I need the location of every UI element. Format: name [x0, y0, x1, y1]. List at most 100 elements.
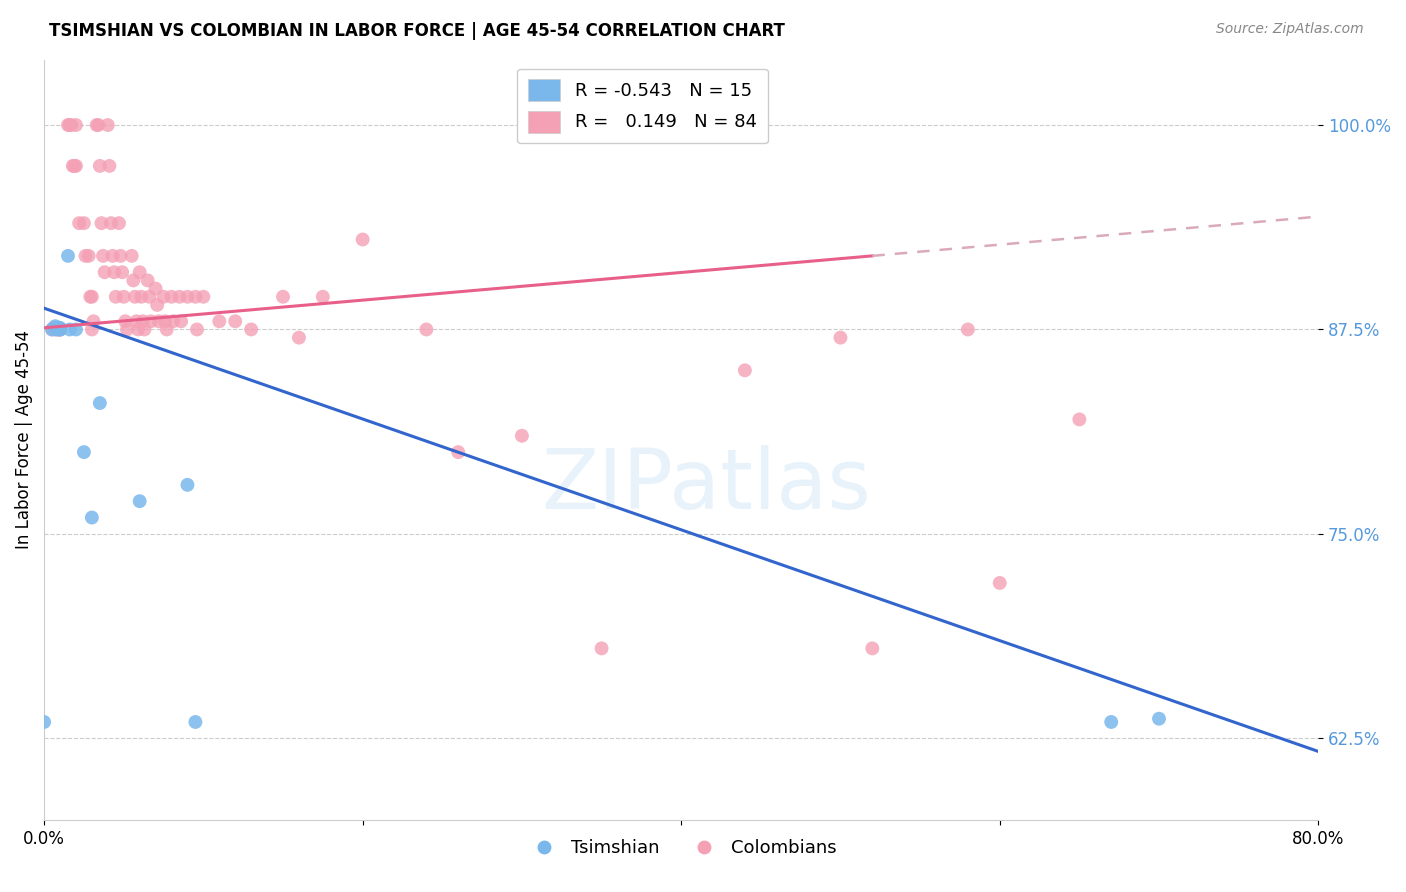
- Point: [42, 321, 65, 335]
- Point: [208, 314, 231, 328]
- Point: [170, 314, 193, 328]
- Point: [956, 322, 979, 336]
- Point: [217, 822, 239, 836]
- Point: [48, 322, 70, 336]
- Point: [45, 322, 67, 336]
- Point: [134, 322, 156, 336]
- Point: [101, 249, 124, 263]
- Point: [112, 290, 135, 304]
- Point: [48, 321, 70, 335]
- Point: [89, 159, 111, 173]
- Point: [184, 290, 207, 304]
- Point: [114, 314, 136, 328]
- Point: [65, 118, 87, 132]
- Point: [591, 641, 613, 656]
- Point: [129, 290, 152, 304]
- Point: [193, 290, 215, 304]
- Point: [352, 233, 374, 247]
- Point: [91, 249, 114, 263]
- Point: [128, 494, 150, 508]
- Point: [160, 290, 183, 304]
- Point: [65, 322, 87, 336]
- Point: [148, 314, 170, 328]
- Point: [41, 322, 63, 336]
- Point: [82, 314, 104, 328]
- Point: [176, 478, 198, 492]
- Point: [56, 249, 79, 263]
- Point: [415, 322, 437, 336]
- Point: [110, 249, 132, 263]
- Point: [312, 290, 335, 304]
- Point: [80, 510, 103, 524]
- Point: [111, 265, 134, 279]
- Point: [86, 118, 108, 132]
- Point: [1069, 412, 1091, 426]
- Point: [60, 118, 83, 132]
- Point: [63, 159, 86, 173]
- Text: ZIPatlas: ZIPatlas: [541, 445, 872, 526]
- Point: [65, 159, 87, 173]
- Point: [49, 322, 72, 336]
- Point: [153, 314, 176, 328]
- Point: [75, 249, 97, 263]
- Point: [49, 321, 72, 335]
- Point: [49, 322, 72, 336]
- Point: [80, 290, 103, 304]
- Point: [44, 319, 66, 334]
- Point: [169, 290, 191, 304]
- Point: [1099, 714, 1122, 729]
- Point: [136, 273, 159, 287]
- Point: [44, 322, 66, 336]
- Point: [162, 314, 184, 328]
- Point: [90, 216, 112, 230]
- Point: [73, 216, 96, 230]
- Point: [176, 290, 198, 304]
- Point: [156, 322, 179, 336]
- Point: [224, 314, 246, 328]
- Point: [1147, 712, 1170, 726]
- Point: [58, 322, 80, 336]
- Point: [58, 118, 80, 132]
- Point: [830, 331, 852, 345]
- Point: [93, 265, 115, 279]
- Point: [127, 322, 149, 336]
- Point: [115, 322, 138, 336]
- Point: [271, 290, 294, 304]
- Point: [103, 265, 125, 279]
- Text: TSIMSHIAN VS COLOMBIAN IN LABOR FORCE | AGE 45-54 CORRELATION CHART: TSIMSHIAN VS COLOMBIAN IN LABOR FORCE | …: [49, 22, 785, 40]
- Point: [104, 290, 127, 304]
- Point: [128, 265, 150, 279]
- Point: [108, 216, 131, 230]
- Point: [139, 314, 162, 328]
- Point: [73, 445, 96, 459]
- Point: [860, 641, 883, 656]
- Point: [146, 298, 169, 312]
- Text: Source: ZipAtlas.com: Source: ZipAtlas.com: [1216, 22, 1364, 37]
- Point: [988, 576, 1011, 591]
- Point: [734, 363, 756, 377]
- Point: [77, 249, 100, 263]
- Point: [122, 273, 145, 287]
- Point: [49, 322, 72, 336]
- Point: [240, 322, 263, 336]
- Point: [100, 216, 122, 230]
- Point: [87, 118, 110, 132]
- Point: [89, 396, 111, 410]
- Point: [124, 290, 146, 304]
- Point: [45, 322, 67, 336]
- Point: [152, 290, 174, 304]
- Point: [138, 290, 160, 304]
- Point: [79, 290, 101, 304]
- Point: [32, 714, 55, 729]
- Point: [125, 314, 148, 328]
- Point: [67, 216, 90, 230]
- Point: [145, 282, 167, 296]
- Point: [510, 429, 533, 443]
- Point: [80, 322, 103, 336]
- Point: [186, 322, 208, 336]
- Y-axis label: In Labor Force | Age 45-54: In Labor Force | Age 45-54: [15, 330, 32, 549]
- Point: [49, 322, 72, 336]
- Point: [98, 159, 121, 173]
- Point: [41, 322, 63, 336]
- Point: [97, 118, 120, 132]
